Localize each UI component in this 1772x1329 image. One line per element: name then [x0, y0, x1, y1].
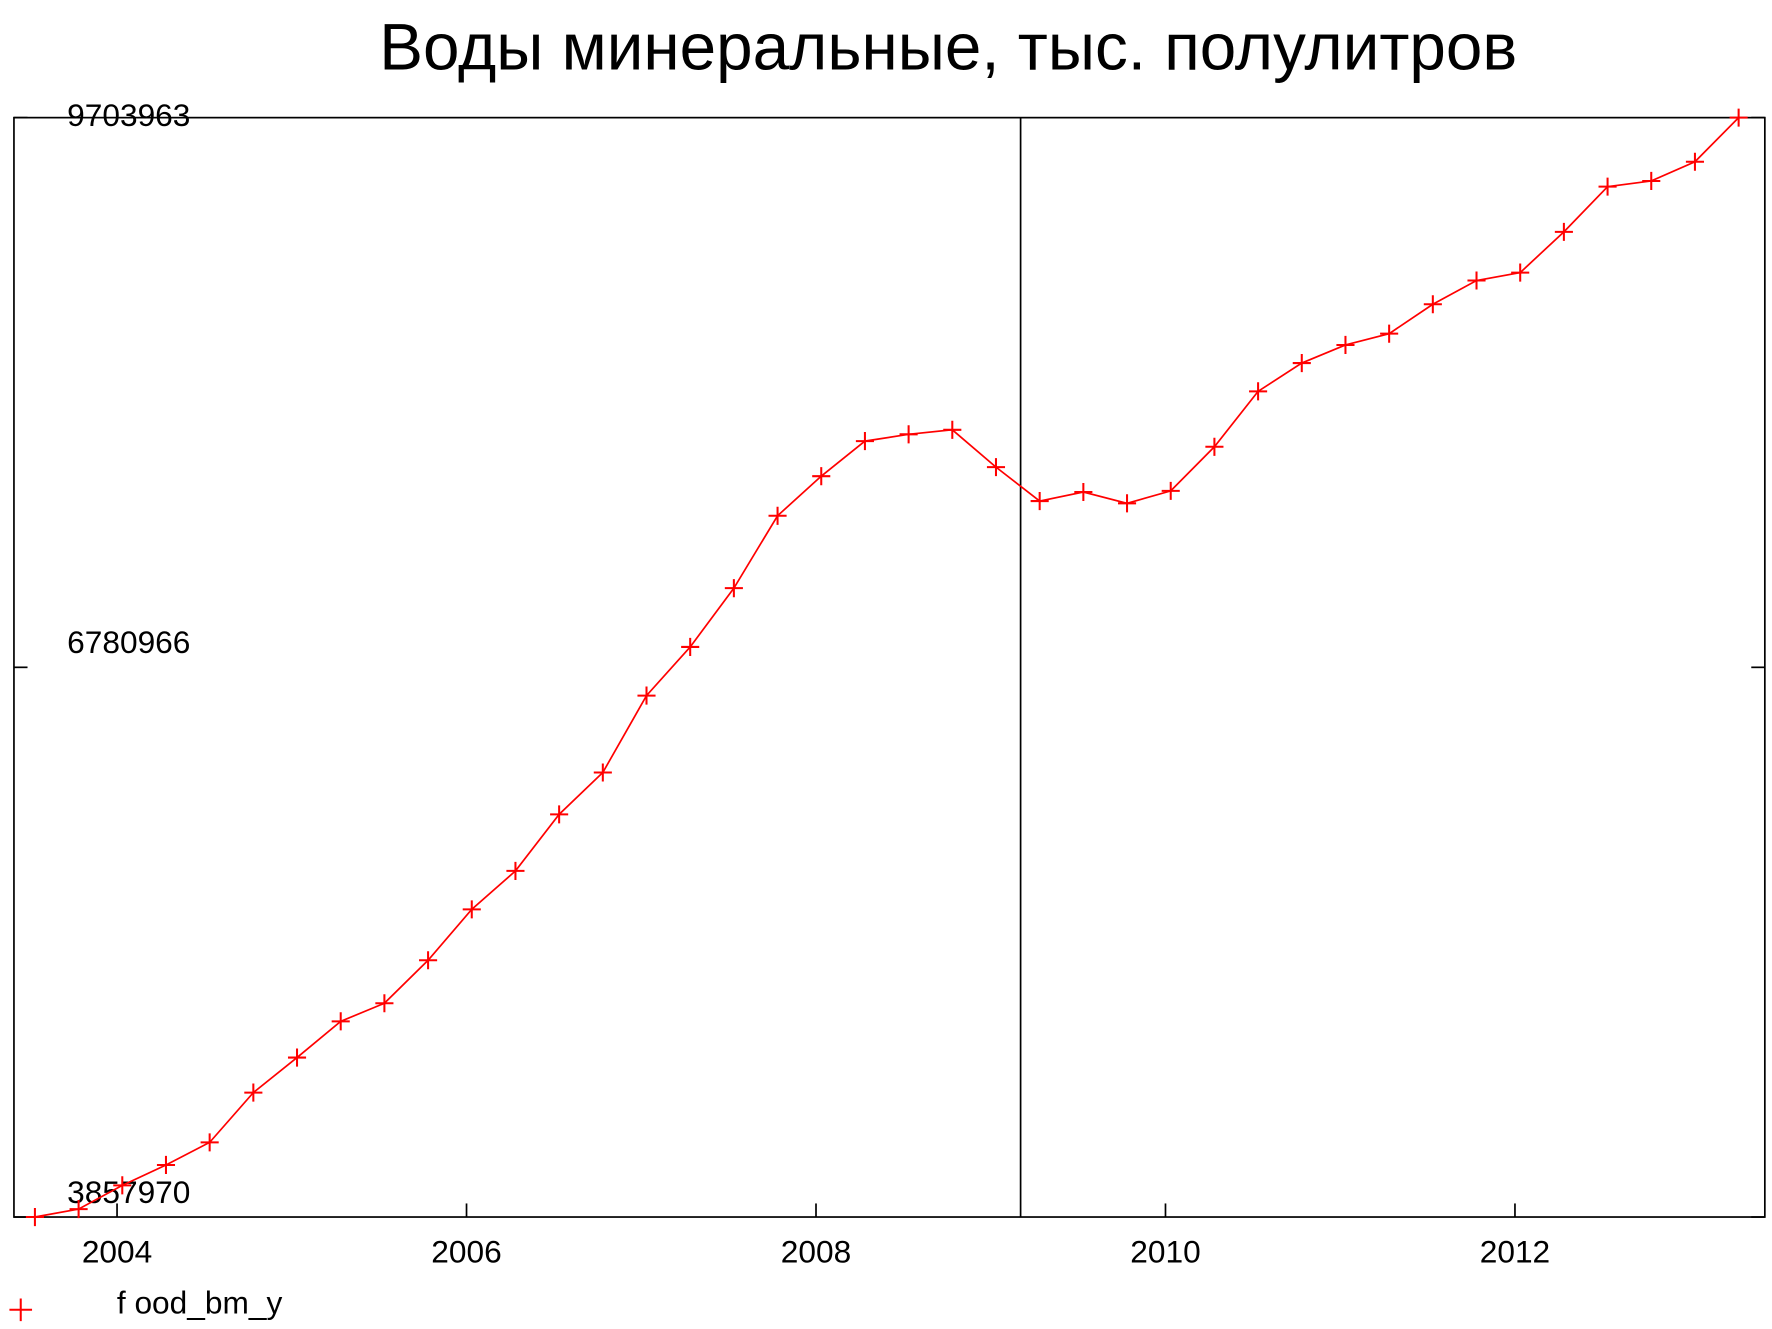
- point-marker: [899, 425, 918, 444]
- point-marker: [768, 506, 787, 525]
- point-marker: [1205, 437, 1224, 456]
- point-marker: [1467, 271, 1486, 290]
- x-tick-label: 2006: [431, 1234, 501, 1270]
- x-tick-label: 2004: [82, 1234, 152, 1270]
- point-marker: [550, 805, 569, 824]
- y-tick-label: 9703963: [67, 97, 190, 133]
- plot-frame: [13, 116, 1766, 1218]
- y-tick-label: 6780966: [67, 624, 190, 660]
- point-marker: [593, 763, 612, 782]
- point-marker: [1511, 263, 1530, 282]
- point-marker: [812, 467, 831, 486]
- point-marker: [419, 951, 438, 970]
- point-marker: [200, 1133, 219, 1152]
- point-marker: [25, 1207, 44, 1227]
- point-marker: [1117, 494, 1137, 513]
- point-marker: [681, 637, 700, 657]
- point-marker: [1598, 177, 1617, 196]
- point-marker: [1554, 222, 1573, 241]
- point-marker: [1336, 335, 1355, 355]
- point-marker: [1161, 481, 1180, 500]
- legend-label: f ood_bm_y: [117, 1285, 283, 1321]
- point-marker: [855, 432, 874, 451]
- point-marker: [986, 458, 1006, 477]
- point-marker: [1074, 482, 1093, 502]
- x-tick-label: 2008: [781, 1234, 851, 1270]
- point-marker: [113, 1176, 132, 1195]
- point-marker: [375, 994, 394, 1013]
- point-marker: [331, 1012, 350, 1031]
- x-tick-label: 2010: [1130, 1234, 1200, 1270]
- x-tick-label: 2012: [1480, 1234, 1550, 1270]
- point-marker: [156, 1155, 176, 1175]
- point-marker: [724, 579, 743, 598]
- point-marker: [244, 1083, 263, 1102]
- legend-marker: [9, 1298, 33, 1322]
- point-marker: [1030, 492, 1049, 511]
- point-marker: [1423, 295, 1442, 314]
- chart-title: Воды минеральные, тыс. полулитров: [379, 10, 1517, 83]
- point-marker: [1729, 108, 1748, 127]
- point-marker: [1249, 382, 1268, 401]
- point-marker: [69, 1200, 88, 1219]
- point-marker: [1685, 152, 1704, 171]
- point-marker: [1642, 171, 1661, 191]
- point-marker: [462, 900, 481, 919]
- series-line: [34, 117, 1740, 1218]
- point-marker: [1292, 354, 1311, 373]
- point-marker: [637, 686, 656, 705]
- point-marker: [1380, 324, 1399, 343]
- point-marker: [287, 1048, 307, 1067]
- point-marker: [506, 861, 525, 880]
- point-marker: [943, 420, 962, 439]
